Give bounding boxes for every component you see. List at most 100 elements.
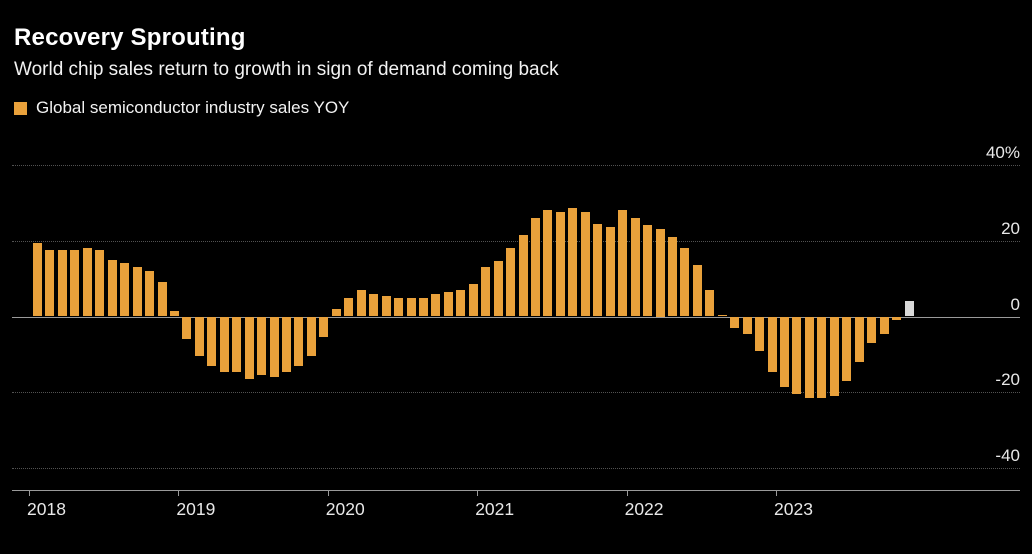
bar-2019-06	[244, 316, 254, 380]
gridline-40	[12, 164, 1020, 166]
bar-2019-03	[207, 316, 217, 366]
bar-2018-07	[107, 259, 117, 317]
bar-2022-08	[717, 314, 727, 317]
bar-2018-02	[45, 250, 55, 317]
bar-2022-04	[667, 236, 677, 317]
bar-2023-10	[892, 316, 902, 321]
bar-2022-05	[680, 248, 690, 317]
bar-2021-09	[580, 212, 590, 317]
y-axis-label-0: 0	[1010, 294, 1020, 314]
bar-2020-04	[369, 293, 379, 317]
plot-area: 40% 20 0 -20 -40	[12, 142, 1020, 496]
bar-2019-02	[194, 316, 204, 357]
bar-2019-12	[319, 316, 329, 338]
bar-2021-11	[605, 227, 615, 317]
bar-2020-09	[431, 293, 441, 317]
bar-2018-09	[132, 267, 142, 317]
gridline--20	[12, 392, 1020, 394]
bar-2021-01	[481, 267, 491, 317]
y-axis-label--20: -20	[995, 370, 1020, 390]
x-axis-label-2018: 2018	[27, 499, 66, 519]
bar-2019-10	[294, 316, 304, 366]
bar-2023-04	[817, 316, 827, 399]
bar-2023-05	[829, 316, 839, 397]
bar-2018-01	[33, 242, 42, 317]
bar-2022-11	[755, 316, 765, 351]
bar-2023-09	[879, 316, 889, 334]
bar-2019-09	[282, 316, 291, 372]
bar-2019-11	[306, 316, 316, 357]
bar-2020-12	[468, 284, 478, 317]
bar-2020-06	[394, 297, 404, 317]
bar-2022-06	[692, 265, 702, 317]
bar-2022-10	[742, 316, 752, 334]
bar-2023-03	[804, 316, 814, 399]
bar-2018-10	[145, 270, 155, 317]
bar-2018-03	[57, 250, 67, 317]
x-axis-tick-2020	[327, 491, 329, 496]
x-axis-tick-2021	[477, 491, 479, 496]
x-axis-label-2022: 2022	[624, 499, 664, 519]
bar-2020-07	[406, 297, 416, 317]
bar-2020-01	[331, 308, 341, 317]
y-axis-label-40: 40%	[985, 142, 1020, 162]
bar-2023-06	[842, 316, 852, 381]
bar-2019-05	[232, 316, 242, 372]
bar-2020-11	[456, 289, 466, 317]
bar-2018-12	[169, 310, 179, 317]
x-axis-label-2021: 2021	[475, 499, 515, 519]
bar-2021-12	[618, 210, 628, 317]
bar-2018-06	[95, 250, 105, 317]
bar-2021-03	[506, 248, 516, 317]
bar-2020-02	[344, 297, 354, 317]
bar-2022-01	[630, 217, 640, 317]
bar-2021-08	[568, 208, 578, 317]
bar-2023-11	[904, 301, 914, 317]
bar-2022-02	[643, 225, 653, 317]
bar-2018-11	[157, 282, 167, 317]
legend: Global semiconductor industry sales YOY	[14, 98, 1032, 118]
bar-2020-10	[443, 291, 453, 317]
bar-2023-07	[854, 316, 864, 363]
x-axis-labels: 2018 2019 2020 2021 2022 2023	[12, 491, 1020, 527]
bar-2021-06	[543, 210, 553, 317]
bar-2021-05	[531, 217, 540, 317]
bar-2022-03	[655, 229, 665, 317]
bar-2023-02	[792, 316, 802, 395]
y-axis-label-20: 20	[1001, 218, 1020, 238]
y-axis-label--40: -40	[995, 446, 1020, 466]
legend-label: Global semiconductor industry sales YOY	[36, 98, 350, 117]
x-axis-tick-2023	[776, 491, 777, 496]
bar-2020-05	[381, 295, 391, 317]
bar-2022-12	[767, 316, 777, 372]
bar-2019-04	[219, 316, 229, 372]
bar-2022-09	[730, 316, 740, 328]
bar-2021-02	[493, 261, 503, 317]
gridline-20	[12, 240, 1020, 242]
x-axis-label-2020: 2020	[325, 499, 365, 519]
bar-2020-03	[356, 289, 366, 317]
chart-title: Recovery Sprouting	[14, 24, 246, 51]
bar-2019-01	[182, 316, 192, 340]
gridline--40	[12, 468, 1020, 470]
x-axis-label-2019: 2019	[176, 499, 216, 519]
bar-2021-10	[593, 223, 603, 317]
bar-2019-07	[257, 316, 267, 376]
x-axis-label-2023: 2023	[774, 499, 813, 519]
bar-2018-05	[82, 248, 92, 317]
x-axis-tick-2022	[626, 491, 628, 496]
x-axis-tick-2018	[29, 491, 30, 496]
bar-2020-08	[418, 297, 428, 317]
bar-2021-04	[518, 234, 528, 317]
bar-2022-07	[705, 289, 715, 317]
legend-swatch-icon	[14, 101, 27, 115]
bar-2023-01	[780, 316, 789, 387]
x-axis-line	[12, 490, 1020, 491]
bar-2018-04	[70, 250, 80, 317]
gridline-0	[12, 316, 1020, 318]
chart-subtitle: World chip sales return to growth in sig…	[14, 59, 559, 80]
bar-2021-07	[555, 212, 565, 317]
bar-2019-08	[269, 316, 279, 378]
x-axis-tick-2019	[178, 491, 180, 496]
